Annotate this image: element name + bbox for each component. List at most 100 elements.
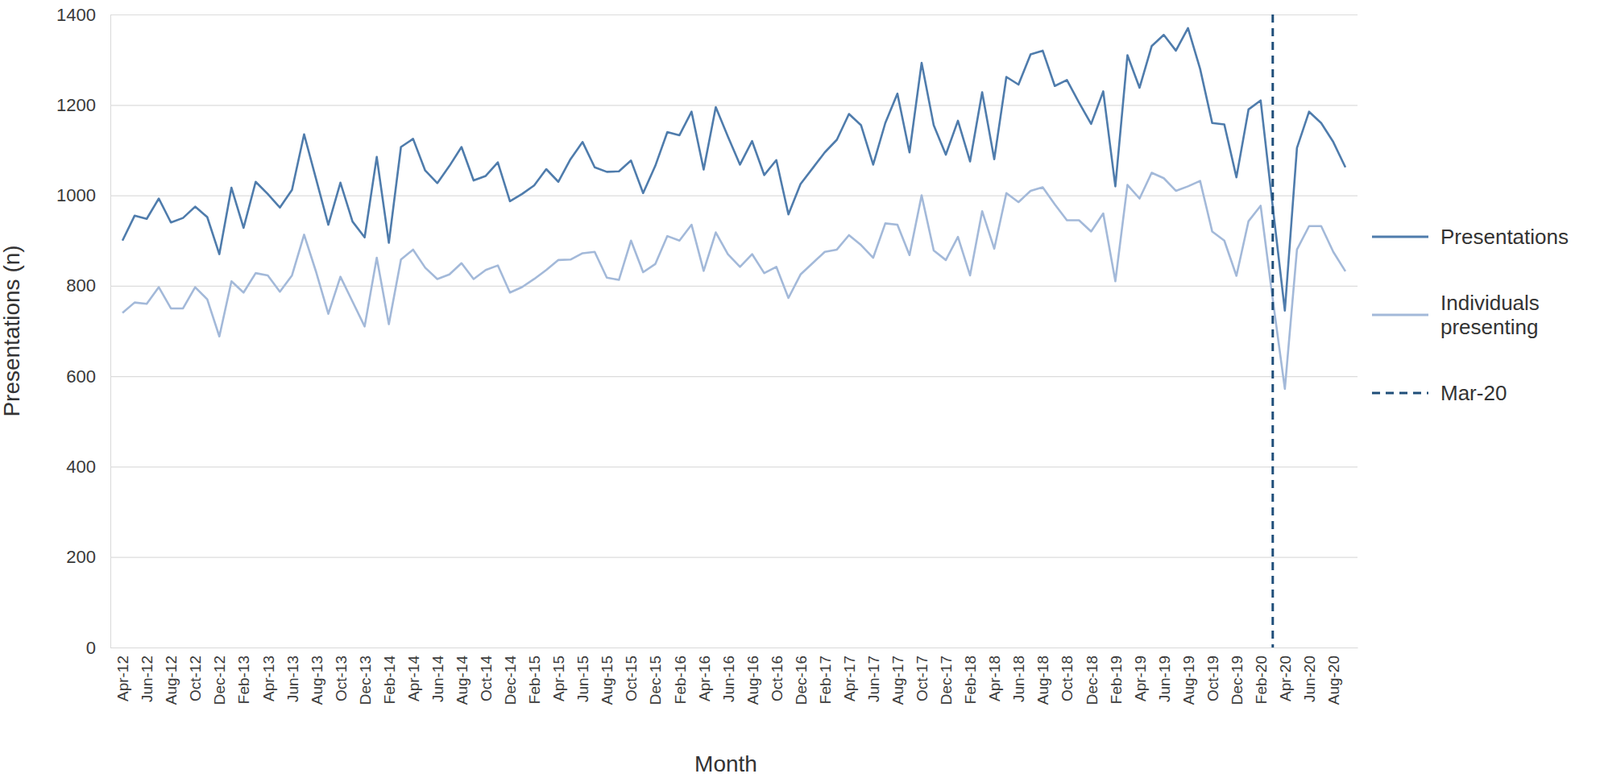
x-tick: Feb-18 <box>961 647 979 705</box>
legend-item: Individualspresenting <box>1372 290 1540 340</box>
x-tick: Dec-18 <box>1083 647 1101 705</box>
y-tick-label: 400 <box>66 456 96 477</box>
x-tick-label: Aug-18 <box>1034 655 1052 705</box>
x-tick: Feb-20 <box>1252 647 1270 705</box>
x-tick-label: Aug-15 <box>598 655 616 705</box>
plot-area <box>122 14 1346 648</box>
x-tick: Dec-12 <box>211 647 228 705</box>
x-tick: Apr-20 <box>1276 647 1294 702</box>
x-tick-label: Jun-13 <box>284 655 302 703</box>
y-gridline <box>110 376 1358 378</box>
x-tick-label: Jun-18 <box>1010 655 1028 703</box>
x-tick-label: Aug-16 <box>744 655 762 705</box>
x-tick: Jun-16 <box>720 647 738 703</box>
x-tick-label: Feb-16 <box>671 655 689 705</box>
x-tick: Jun-13 <box>284 647 302 703</box>
x-tick: Dec-17 <box>937 647 955 705</box>
x-tick-label: Dec-16 <box>792 655 810 705</box>
y-gridline <box>110 286 1358 287</box>
x-tick-label: Feb-19 <box>1107 655 1125 705</box>
x-tick: Feb-16 <box>671 647 689 705</box>
series-line <box>122 28 1346 311</box>
x-tick: Feb-14 <box>381 647 398 705</box>
x-tick-label: Feb-20 <box>1252 655 1270 705</box>
x-tick-label: Oct-13 <box>332 655 350 702</box>
x-tick-label: Oct-19 <box>1204 655 1222 702</box>
x-tick: Dec-13 <box>356 647 374 705</box>
x-tick: Aug-14 <box>453 647 471 705</box>
x-tick: Jun-12 <box>138 647 156 703</box>
series-line <box>122 173 1346 390</box>
y-tick-label: 800 <box>66 275 96 296</box>
x-tick-label: Jun-15 <box>574 655 592 703</box>
x-tick-label: Apr-16 <box>696 655 713 702</box>
x-tick-label: Oct-12 <box>186 655 204 702</box>
x-tick: Jun-14 <box>429 647 447 703</box>
y-tick: 0 <box>86 638 1358 659</box>
x-tick: Aug-15 <box>598 647 616 705</box>
x-tick: Apr-14 <box>405 647 423 702</box>
y-tick-label: 0 <box>86 638 96 659</box>
x-tick: Aug-18 <box>1034 647 1052 705</box>
x-tick: Aug-16 <box>744 647 762 705</box>
x-tick: Jun-19 <box>1156 647 1174 703</box>
x-tick-label: Apr-12 <box>114 655 132 702</box>
x-tick-label: Dec-19 <box>1228 655 1246 705</box>
x-tick: Oct-15 <box>622 647 640 702</box>
y-gridline <box>110 194 1358 196</box>
legend-label: Presentations <box>1440 224 1569 249</box>
legend-swatch <box>1372 236 1429 239</box>
x-tick-label: Feb-15 <box>526 655 544 705</box>
y-tick: 1200 <box>56 95 1358 116</box>
x-tick-label: Dec-14 <box>501 655 519 706</box>
x-tick: Aug-17 <box>889 647 907 705</box>
legend: Presentations Individualspresenting Mar-20 <box>1372 224 1569 406</box>
y-gridline <box>110 647 1358 649</box>
y-gridline <box>110 104 1358 106</box>
reference-line <box>1271 14 1274 648</box>
y-axis-title: Presentations (n) <box>0 244 25 417</box>
x-tick: Feb-15 <box>526 647 544 705</box>
x-tick-label: Aug-19 <box>1180 655 1198 705</box>
y-tick-label: 200 <box>66 547 96 568</box>
y-tick-label: 1200 <box>56 95 96 116</box>
x-tick: Oct-13 <box>332 647 350 702</box>
y-axis-line <box>111 15 1359 649</box>
x-tick: Dec-15 <box>646 647 664 705</box>
x-tick: Jun-20 <box>1301 647 1319 703</box>
x-tick: Oct-18 <box>1058 647 1076 702</box>
y-gridline <box>110 466 1358 468</box>
x-tick-label: Oct-18 <box>1058 655 1076 702</box>
x-tick: Jun-15 <box>574 647 592 703</box>
x-tick: Jun-18 <box>1010 647 1028 703</box>
y-tick-label: 1000 <box>56 185 96 206</box>
legend-item: Presentations <box>1372 224 1569 249</box>
x-tick-label: Dec-13 <box>356 655 374 705</box>
x-tick-label: Aug-20 <box>1325 655 1343 705</box>
x-tick: Feb-19 <box>1107 647 1125 705</box>
x-tick: Dec-16 <box>792 647 810 705</box>
x-tick: Jun-17 <box>865 647 883 703</box>
legend-swatch <box>1372 314 1429 317</box>
x-tick-label: Jun-12 <box>138 655 156 703</box>
x-tick-label: Oct-15 <box>622 655 640 702</box>
x-tick: Feb-13 <box>235 647 253 705</box>
x-tick-label: Oct-14 <box>477 655 495 702</box>
x-tick: Oct-19 <box>1204 647 1222 702</box>
x-tick: Aug-20 <box>1325 647 1343 705</box>
y-gridline <box>110 14 1358 16</box>
x-tick-label: Apr-17 <box>841 655 859 702</box>
x-tick-label: Dec-17 <box>937 655 955 705</box>
x-tick-label: Dec-12 <box>211 655 228 705</box>
chart: 0200400600800100012001400Apr-12Jun-12Aug… <box>0 0 1600 782</box>
legend-label: Mar-20 <box>1440 381 1507 406</box>
y-tick: 200 <box>66 547 1358 568</box>
y-gridline <box>110 557 1358 559</box>
x-tick: Oct-12 <box>186 647 204 702</box>
x-tick-label: Jun-20 <box>1301 655 1319 703</box>
x-tick: Dec-19 <box>1228 647 1246 705</box>
legend-item: Mar-20 <box>1372 381 1507 406</box>
x-tick-label: Jun-17 <box>865 655 883 703</box>
x-axis-title: Month <box>694 751 758 777</box>
y-axis: 0200400600800100012001400 <box>56 4 1358 659</box>
